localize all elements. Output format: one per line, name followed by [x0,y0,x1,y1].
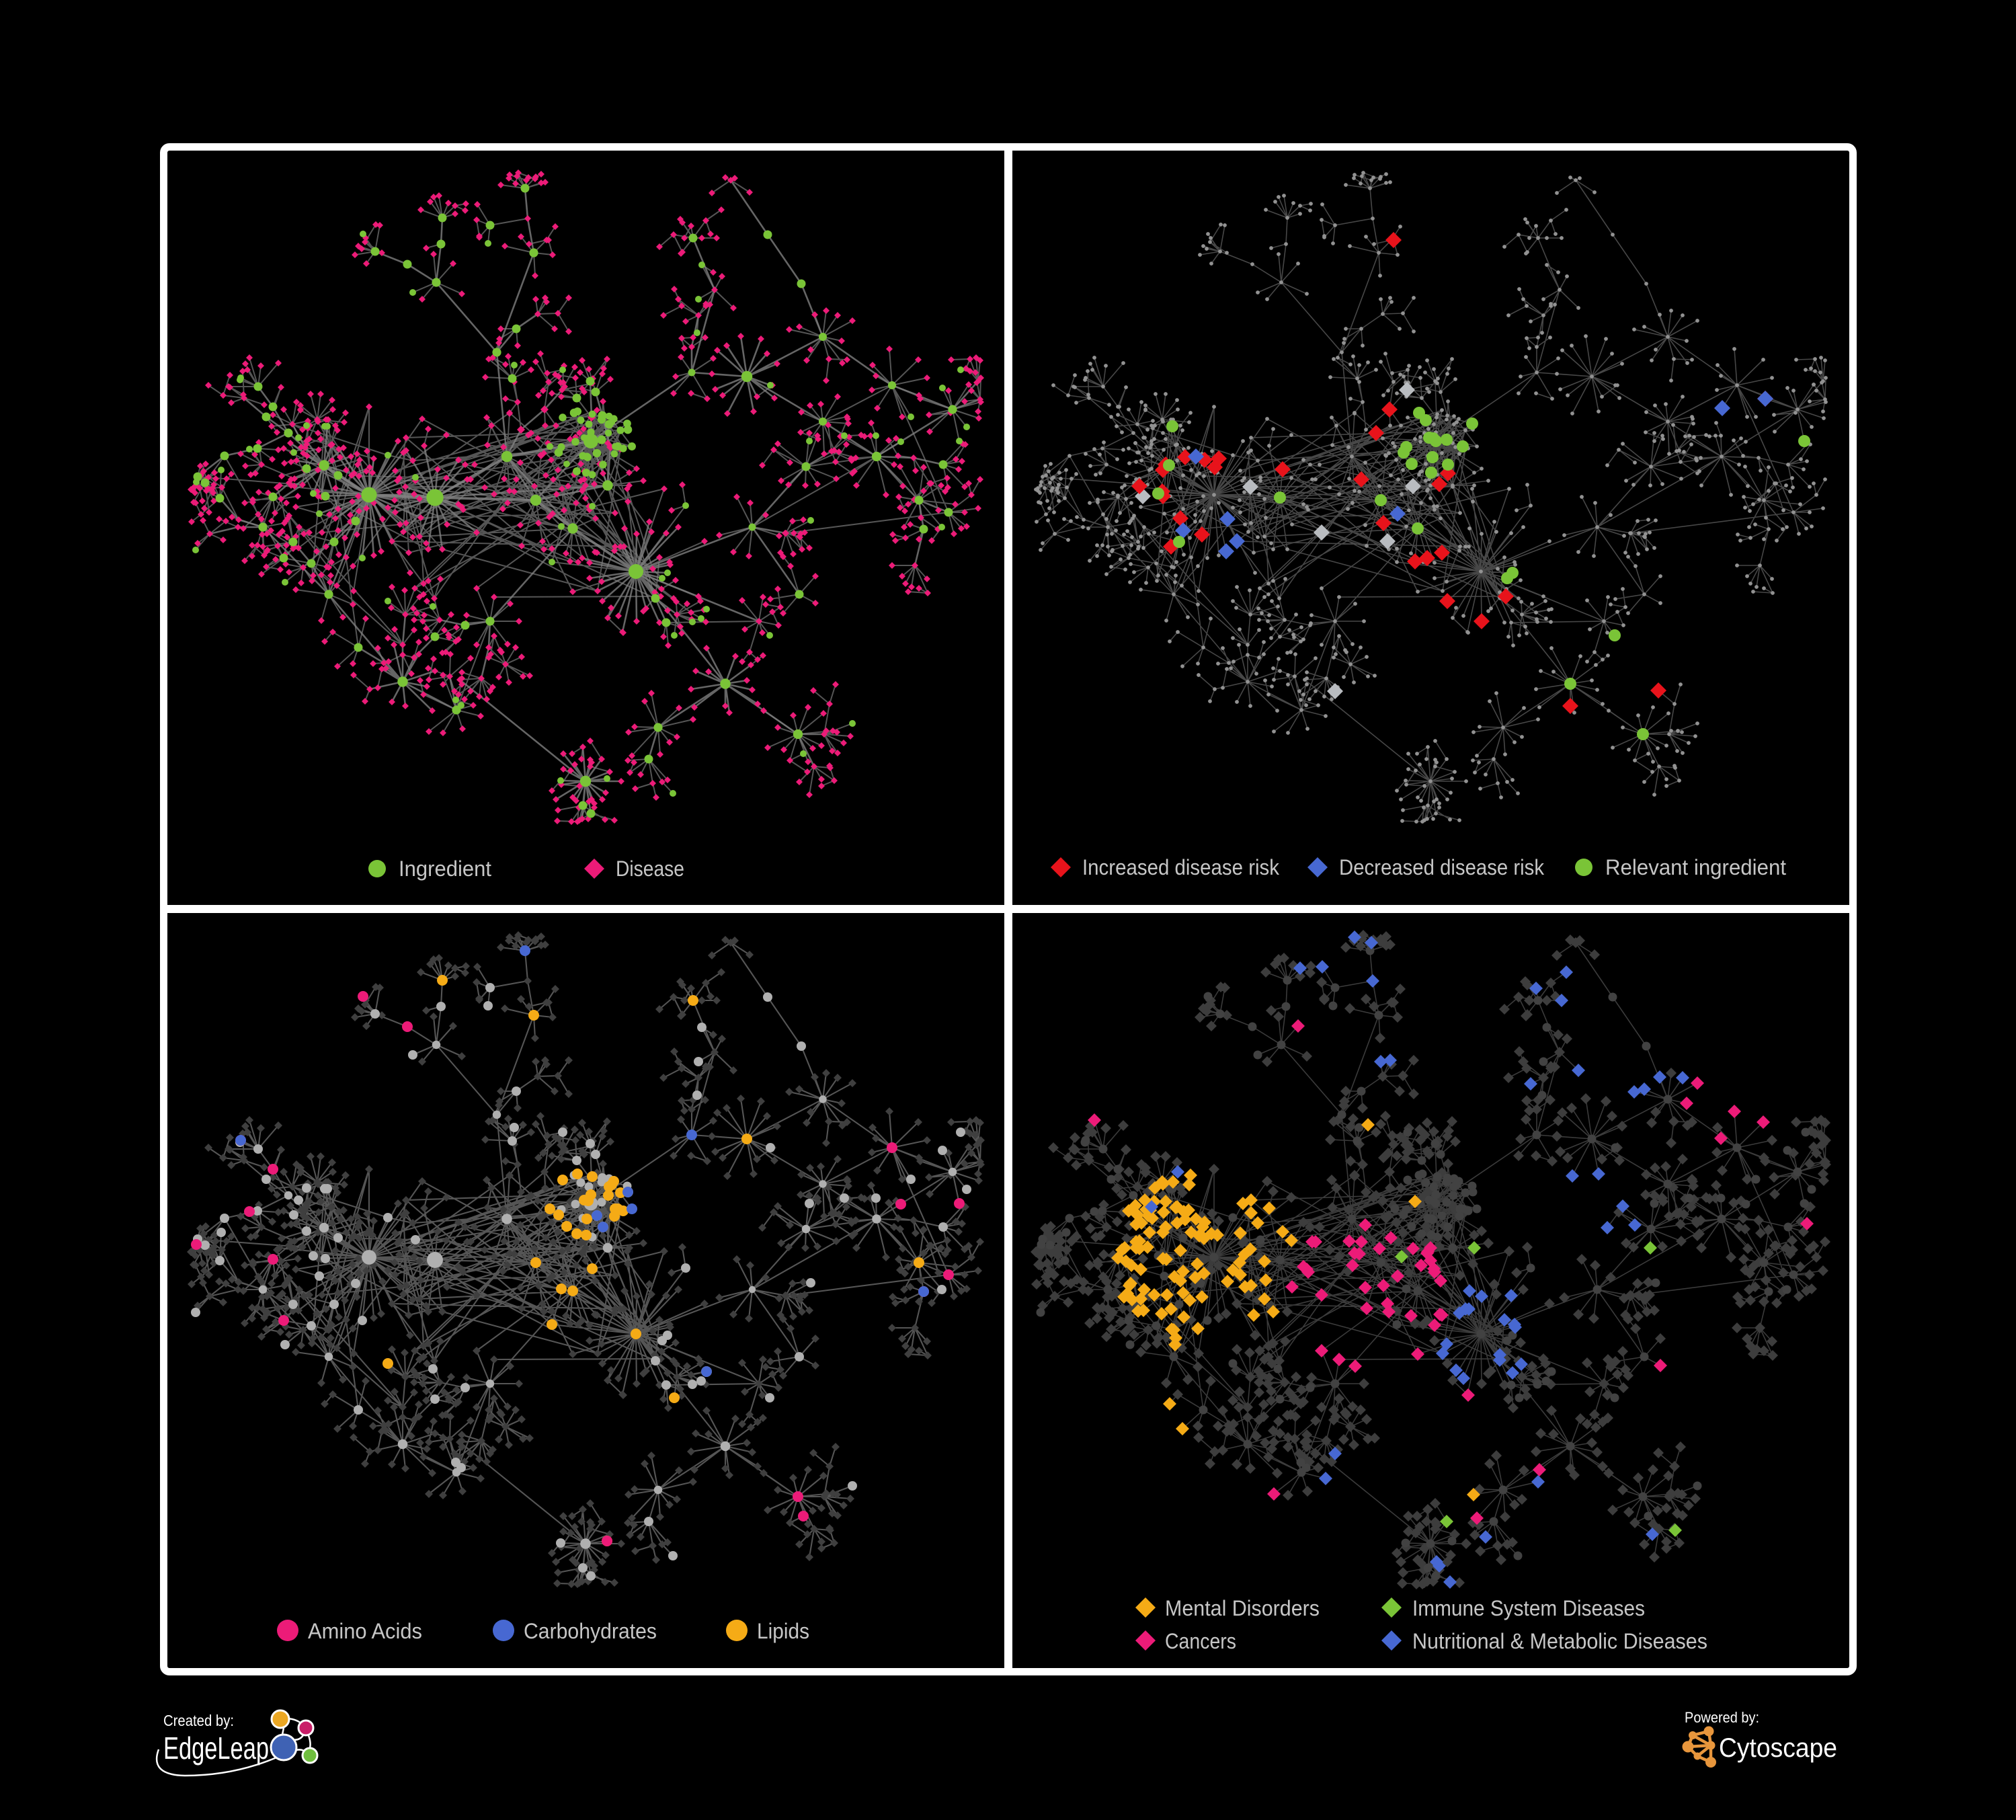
svg-text:Lipids: Lipids [757,1619,809,1643]
svg-text:Immune System Diseases: Immune System Diseases [1412,1596,1645,1620]
svg-text:Decreased disease risk: Decreased disease risk [1339,855,1545,879]
svg-text:Powered by:: Powered by: [1685,1709,1759,1726]
svg-text:Cancers: Cancers [1165,1629,1236,1653]
svg-text:Nutritional & Metabolic Diseas: Nutritional & Metabolic Diseases [1412,1629,1707,1653]
svg-text:Increased disease risk: Increased disease risk [1082,855,1280,879]
svg-text:Ingredient: Ingredient [399,857,491,881]
svg-text:Mental Disorders: Mental Disorders [1165,1596,1320,1620]
svg-text:Disease: Disease [616,857,684,881]
svg-text:Carbohydrates: Carbohydrates [524,1619,657,1643]
svg-text:Relevant ingredient: Relevant ingredient [1605,855,1786,879]
svg-text:Cytoscape: Cytoscape [1719,1733,1837,1763]
svg-text:Created by:: Created by: [163,1712,234,1729]
svg-text:EdgeLeap: EdgeLeap [163,1731,269,1766]
svg-text:Amino Acids: Amino Acids [308,1619,422,1643]
